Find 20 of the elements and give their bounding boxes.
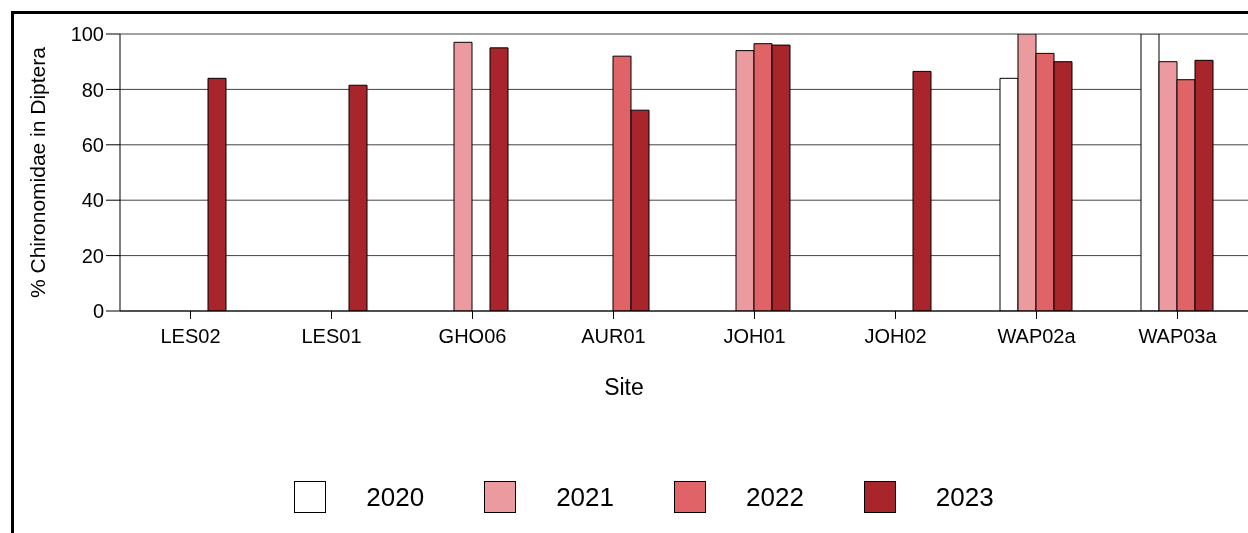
y-tick-label: 20 — [81, 244, 104, 267]
y-tick-label: 60 — [81, 133, 104, 156]
legend-label: 2023 — [935, 481, 994, 513]
y-tick-label: 100 — [70, 23, 104, 46]
legend-label: 2021 — [556, 481, 614, 513]
x-tick-label: LES01 — [301, 325, 362, 348]
x-axis-title: Site — [604, 374, 644, 400]
x-tick-label: LES02 — [160, 325, 221, 348]
x-tick-label: JOH02 — [864, 325, 927, 348]
legend-label: 2022 — [746, 481, 804, 513]
x-tick-label: WAP03a — [1138, 325, 1218, 348]
x-tick-label: WAP02a — [997, 325, 1077, 348]
x-tick-label: GHO06 — [438, 325, 507, 348]
y-tick-label: 80 — [81, 78, 104, 101]
legend-label: 2020 — [366, 481, 425, 513]
y-tick-label: 40 — [81, 189, 104, 212]
x-tick-label: JOH01 — [723, 325, 786, 348]
y-axis-title: % Chironomidae in Diptera — [26, 46, 50, 298]
y-tick-label: 0 — [92, 300, 104, 323]
x-tick-label: AUR01 — [581, 325, 646, 348]
